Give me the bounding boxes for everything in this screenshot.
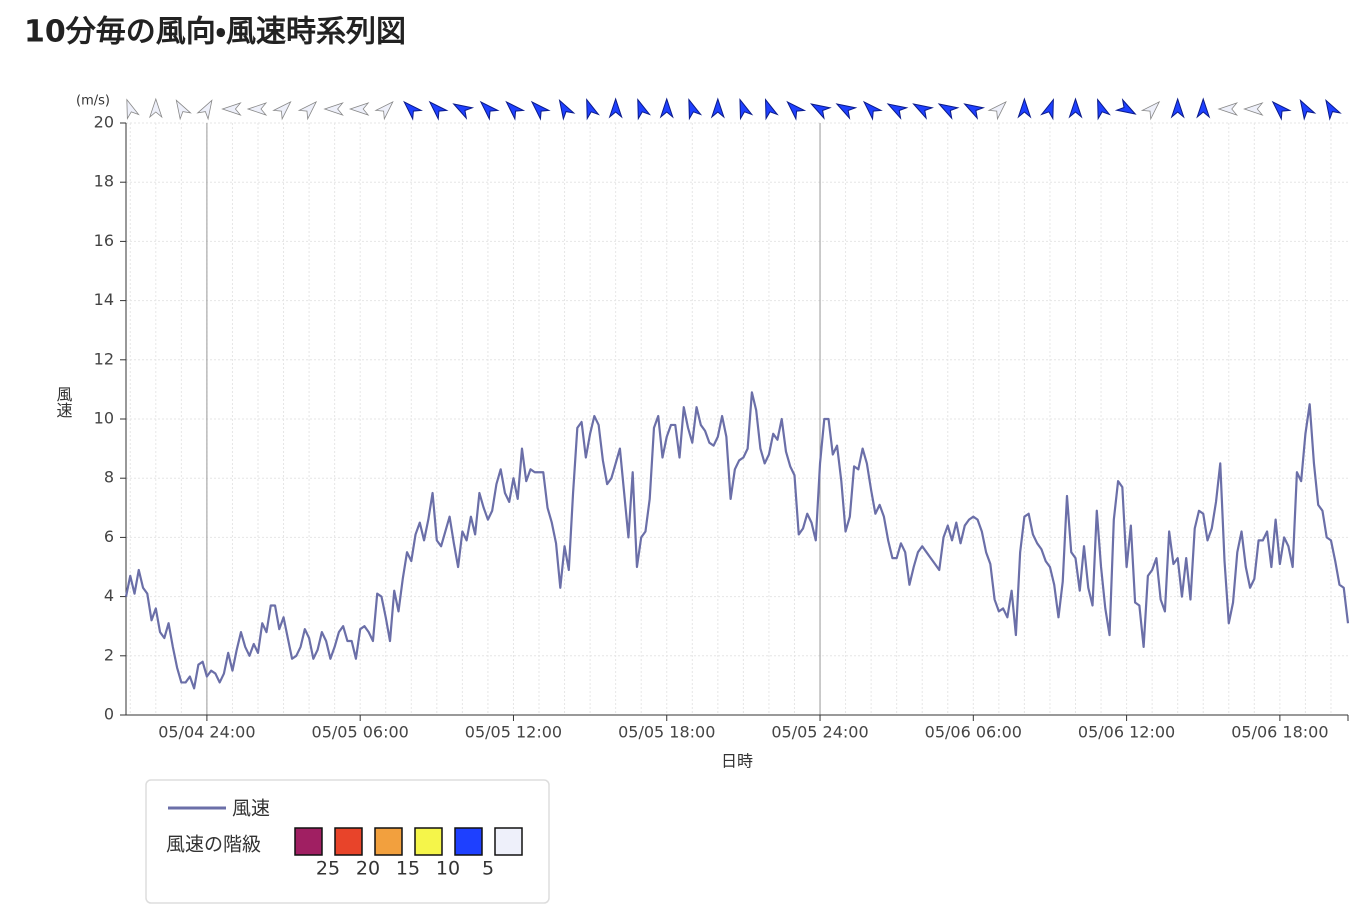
wind-arrow <box>862 100 883 121</box>
scale-label: 5 <box>482 858 494 880</box>
wind-arrow <box>1140 101 1161 121</box>
y-tick-label: 8 <box>104 468 114 487</box>
wind-arrow <box>586 98 600 121</box>
scale-swatch <box>454 827 483 856</box>
wind-arrow <box>1170 97 1185 119</box>
scale-swatch <box>374 827 403 856</box>
wind-arrow <box>886 103 909 120</box>
scale-swatch <box>494 827 523 856</box>
wind-arrow <box>659 97 674 119</box>
scale-label: 15 <box>396 858 420 880</box>
wind-arrow <box>1040 98 1054 121</box>
y-tick-label: 10 <box>94 409 114 428</box>
wind-arrow <box>272 101 292 121</box>
legend-label: 風速 <box>232 798 270 820</box>
wind-arrow <box>558 98 576 121</box>
wind-arrow <box>196 99 213 121</box>
wind-arrow <box>374 101 394 121</box>
x-tick-label: 05/06 18:00 <box>1231 723 1328 742</box>
x-tick-label: 05/05 24:00 <box>771 723 868 742</box>
x-axis-label: 日時 <box>721 752 753 771</box>
wind-arrow <box>246 102 268 116</box>
wind-arrow <box>126 98 140 120</box>
wind-arrow <box>1017 97 1032 119</box>
wind-arrow <box>835 103 858 120</box>
y-tick-label: 16 <box>94 231 114 250</box>
scale-title: 風速の階級 <box>166 834 261 856</box>
x-tick-label: 05/06 12:00 <box>1078 723 1175 742</box>
y-unit: (m/s) <box>76 94 110 109</box>
wind-arrow <box>323 102 344 116</box>
wind-arrow <box>764 98 779 121</box>
x-tick-label: 05/05 12:00 <box>465 723 562 742</box>
wind-arrow <box>987 101 1007 121</box>
wind-arrow <box>688 98 703 121</box>
scale-swatch <box>334 827 363 856</box>
y-tick-label: 18 <box>94 172 114 191</box>
x-tick-label: 05/04 24:00 <box>158 723 255 742</box>
y-tick-label: 2 <box>104 645 114 664</box>
wind-arrow <box>530 100 551 121</box>
chart-title: 10分毎の風向・風速時系列図 <box>24 15 406 50</box>
wind-arrow <box>1097 98 1111 121</box>
wind-arrow <box>175 99 192 121</box>
wind-arrow <box>937 103 960 120</box>
wind-arrow <box>1271 100 1292 121</box>
wind-arrow <box>348 102 370 116</box>
wind-arrow <box>1217 102 1238 116</box>
wind-arrow <box>1068 97 1083 119</box>
y-tick-label: 0 <box>104 705 114 724</box>
wind-arrow <box>1325 98 1342 121</box>
wind-arrow <box>608 97 623 119</box>
wind-arrow <box>710 97 725 119</box>
wind-arrow <box>428 100 449 121</box>
wind-arrow <box>221 102 242 116</box>
wind-arrow <box>297 101 318 121</box>
scale-swatch <box>414 827 443 856</box>
scale-label: 25 <box>316 858 340 880</box>
scale-label: 20 <box>356 858 380 880</box>
y-tick-label: 12 <box>94 349 114 368</box>
wind-arrow <box>809 103 832 120</box>
y-tick-label: 14 <box>94 290 114 309</box>
wind-arrow <box>1114 98 1137 115</box>
wind-arrow <box>963 103 986 120</box>
wind-arrow <box>403 100 423 121</box>
wind-arrow <box>637 98 652 121</box>
wind-arrow <box>912 103 934 120</box>
wind-arrow <box>1243 102 1264 116</box>
wind-arrow <box>1196 97 1211 119</box>
x-tick-label: 05/06 06:00 <box>925 723 1022 742</box>
x-tick-label: 05/05 06:00 <box>312 723 409 742</box>
wind-arrow <box>1299 98 1317 121</box>
y-tick-label: 20 <box>94 113 114 132</box>
data-line <box>124 391 1350 690</box>
wind-arrow <box>452 103 475 120</box>
y-tick-label: 4 <box>104 586 114 605</box>
wind-arrow <box>479 100 500 121</box>
wind-arrow <box>739 98 754 121</box>
scale-label: 10 <box>436 858 460 880</box>
wind-arrow <box>148 97 163 119</box>
y-tick-label: 6 <box>104 527 114 546</box>
wind-arrow <box>505 100 526 121</box>
x-tick-label: 05/05 18:00 <box>618 723 715 742</box>
wind-arrow <box>786 100 807 121</box>
y-axis-label: 風速 <box>54 386 73 418</box>
scale-swatch <box>294 827 323 856</box>
